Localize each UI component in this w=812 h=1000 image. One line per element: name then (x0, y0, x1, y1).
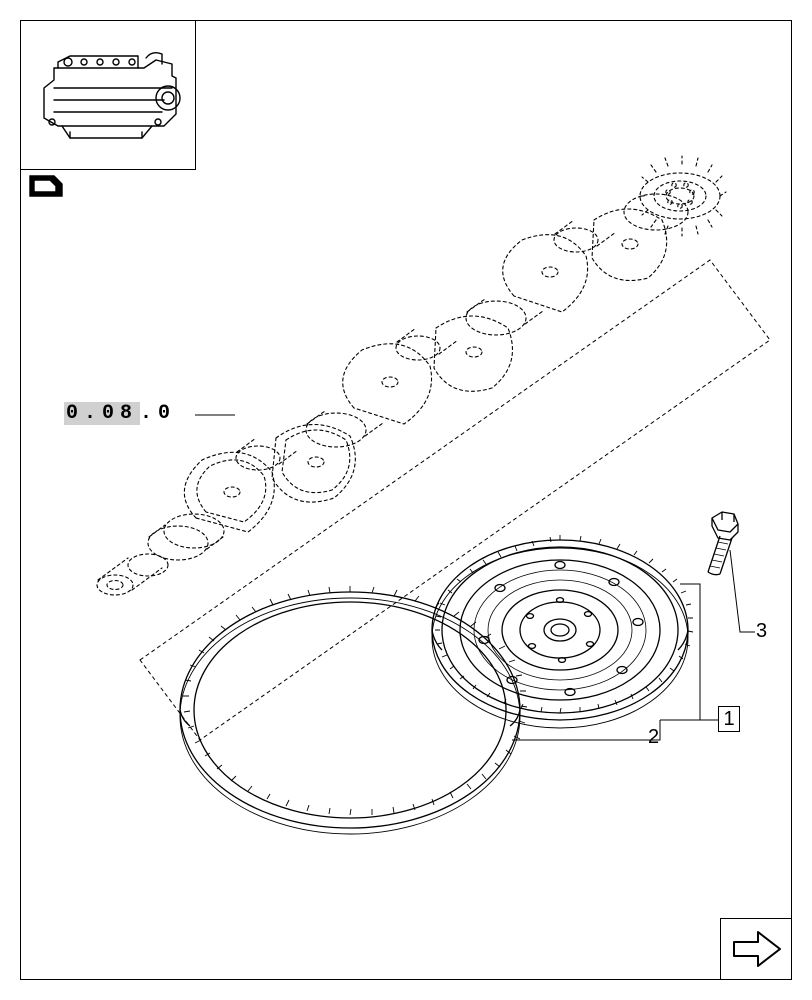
callout-1: 1 (718, 706, 740, 732)
note-icon (28, 174, 64, 198)
callout-3: 3 (756, 620, 767, 643)
arrow-right-icon (728, 926, 784, 972)
engine-icon (24, 40, 192, 150)
assembly-thumbnail (20, 20, 196, 170)
next-page-button[interactable] (720, 918, 792, 980)
callout-2: 2 (648, 726, 659, 749)
section-ref-label: 0.08.0 (64, 402, 176, 425)
